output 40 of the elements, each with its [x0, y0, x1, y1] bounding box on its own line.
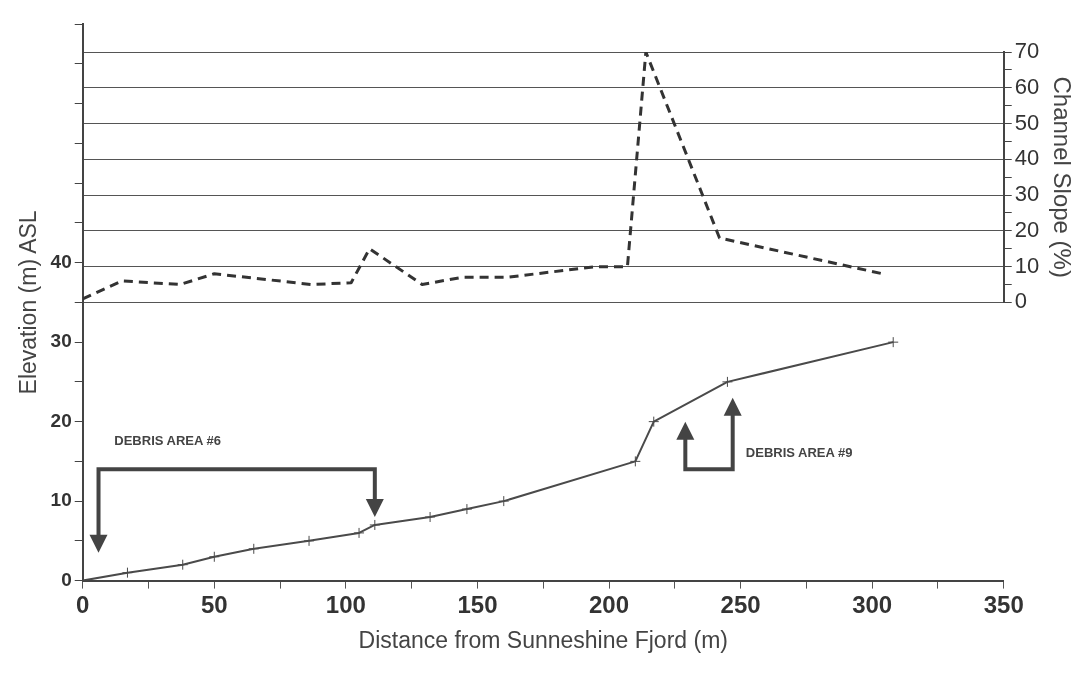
- point: [121, 567, 133, 579]
- point: [177, 559, 189, 571]
- y2-tick-label: 10: [1014, 252, 1040, 278]
- y2-tick-label: 50: [1014, 109, 1040, 135]
- annotation: DEBRIS AREA #6: [114, 433, 221, 449]
- point: [369, 519, 381, 531]
- point: [303, 535, 315, 547]
- x-tick-label: 250: [720, 590, 761, 618]
- point: [461, 503, 473, 515]
- y2-tick-label: 0: [1014, 288, 1027, 314]
- point: [887, 336, 899, 348]
- x-tick-label: 300: [852, 590, 893, 618]
- y-tick-label: 10: [50, 489, 72, 511]
- y2-tick-label: 70: [1014, 38, 1040, 64]
- y-tick-label: 0: [61, 568, 72, 590]
- y2-tick-label: 20: [1014, 216, 1040, 242]
- y2-tick-label: 30: [1014, 181, 1040, 207]
- point: [498, 495, 510, 507]
- point: [629, 455, 641, 467]
- point: [208, 551, 220, 563]
- x-tick-label: 150: [457, 590, 498, 618]
- y2-tick-label: 60: [1014, 73, 1040, 99]
- y-axis-title: Elevation (m) ASL: [15, 210, 42, 395]
- x-tick-label: 350: [983, 590, 1024, 618]
- y-tick-label: 20: [50, 409, 72, 431]
- x-tick-label: 100: [325, 590, 366, 618]
- point: [648, 416, 660, 428]
- point: [424, 511, 436, 523]
- point: [353, 527, 365, 539]
- x-axis-title: Distance from Sunneshine Fjord (m): [358, 626, 728, 653]
- y2-axis-title: Channel Slope (%): [1048, 76, 1076, 278]
- x-tick-label: 50: [200, 590, 228, 618]
- point: [248, 543, 260, 555]
- y-tick-label: 40: [50, 250, 72, 272]
- y-tick-label: 30: [50, 330, 72, 352]
- x-tick-label: 200: [588, 590, 630, 618]
- x-tick-label: 0: [76, 590, 90, 618]
- y2-tick-label: 40: [1014, 145, 1040, 171]
- annotation: DEBRIS AREA #9: [745, 445, 853, 461]
- point: [721, 376, 733, 388]
